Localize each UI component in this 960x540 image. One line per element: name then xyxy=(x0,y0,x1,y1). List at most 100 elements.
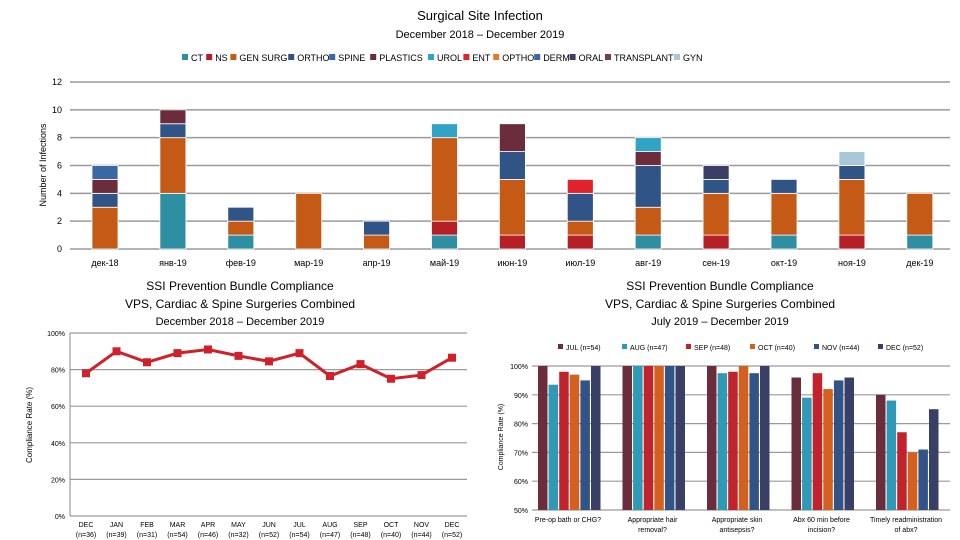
legend-label: NS xyxy=(215,53,228,63)
x-tick-label: (n=32) xyxy=(228,532,248,539)
x-tick-label: DEC xyxy=(445,522,460,529)
bar-segment xyxy=(91,206,119,250)
bar-segment xyxy=(431,137,458,222)
data-point xyxy=(448,353,456,362)
bar xyxy=(633,366,643,510)
x-tick-label: фев-19 xyxy=(226,258,256,268)
legend-label: UROL xyxy=(437,53,462,63)
x-tick-label: дек-18 xyxy=(91,258,118,268)
x-tick-label: of abx? xyxy=(895,527,918,534)
bar-segment xyxy=(498,123,526,152)
x-tick-label: Abx 60 min before xyxy=(793,517,850,524)
y-tick-label: 6 xyxy=(57,161,62,171)
chart-subtitle: VPS, Cardiac & Spine Surgeries Combined xyxy=(125,297,355,311)
legend-label: SPINE xyxy=(338,53,365,63)
data-point xyxy=(326,372,334,381)
bar xyxy=(760,366,770,510)
bar-segment xyxy=(363,220,391,236)
x-tick-label: июн-19 xyxy=(498,258,528,268)
y-axis-label: Number of Infections xyxy=(38,123,48,207)
bar-segment xyxy=(498,179,526,236)
legend-swatch xyxy=(288,54,295,60)
x-tick-label: FEB xyxy=(140,522,154,529)
x-tick-label: JUL xyxy=(293,522,306,529)
x-tick-label: incision? xyxy=(808,527,835,534)
bar xyxy=(664,366,675,510)
x-tick-label: янв-19 xyxy=(159,258,187,268)
x-tick-label: Appropriate hair xyxy=(628,517,678,524)
legend-swatch xyxy=(370,54,377,60)
x-tick-label: (n=52) xyxy=(442,532,462,539)
x-tick-label: MAY xyxy=(231,522,246,529)
legend-label: JUL (n=54) xyxy=(566,345,601,352)
legend-swatch xyxy=(493,54,500,60)
y-tick-label: 12 xyxy=(52,77,62,87)
y-tick-label: 100% xyxy=(510,364,528,371)
legend-label: NOV (n=44) xyxy=(822,345,860,352)
bar-segment xyxy=(566,220,594,236)
x-tick-label: antisepsis? xyxy=(719,527,754,534)
bar-segment xyxy=(838,165,866,180)
bar-segment xyxy=(838,151,866,166)
bar-segment xyxy=(91,165,119,180)
x-tick-label: сен-19 xyxy=(702,258,729,268)
legend-swatch xyxy=(622,344,627,349)
bar xyxy=(886,400,897,510)
legend-swatch xyxy=(182,54,188,60)
bar-segment xyxy=(634,234,662,250)
bar-segment xyxy=(634,137,662,152)
bar xyxy=(707,366,717,510)
x-tick-label: (n=47) xyxy=(320,532,340,539)
x-tick-label: JAN xyxy=(110,522,123,529)
legend-label: PLASTICS xyxy=(379,53,423,63)
bar xyxy=(728,371,738,510)
bar-segment xyxy=(566,234,594,250)
bar-segment xyxy=(906,234,934,250)
legend-label: TRANSPLANT xyxy=(614,53,674,63)
bar xyxy=(675,366,685,510)
legend-label: GEN SURG xyxy=(239,53,287,63)
bar-segment xyxy=(159,109,187,125)
bar-segment xyxy=(702,192,730,236)
y-axis-label: Compliance Rate (%) xyxy=(25,387,34,463)
y-axis-label: Compliance Rate (%) xyxy=(498,404,505,471)
legend-swatch xyxy=(463,54,470,60)
bar-segment xyxy=(838,179,866,236)
x-tick-label: ноя-19 xyxy=(838,258,866,268)
x-tick-label: Appropriate skin xyxy=(712,517,763,524)
bar-segment xyxy=(770,192,798,236)
y-tick-label: 60% xyxy=(51,404,65,411)
legend-label: CT xyxy=(191,53,203,63)
bar-segment xyxy=(906,192,934,236)
legend-label: ORTHO xyxy=(297,53,329,63)
x-tick-label: окт-19 xyxy=(771,258,797,268)
y-tick-label: 0% xyxy=(55,514,65,521)
x-tick-label: (n=40) xyxy=(381,532,401,539)
x-tick-label: (n=44) xyxy=(411,532,431,539)
bar-segment xyxy=(431,123,458,139)
bar xyxy=(929,409,939,510)
bar-segment xyxy=(770,179,798,194)
data-point xyxy=(173,349,182,358)
bar-segment xyxy=(702,165,730,180)
x-tick-label: Pre-op bath or CHG? xyxy=(535,517,601,524)
legend-swatch xyxy=(534,54,541,60)
x-tick-label: (n=31) xyxy=(137,532,157,539)
bar xyxy=(538,366,548,510)
legend-swatch xyxy=(569,54,576,60)
y-tick-label: 20% xyxy=(51,477,65,484)
chart-subtitle: VPS, Cardiac & Spine Surgeries Combined xyxy=(605,297,835,311)
data-point xyxy=(295,349,304,358)
data-point xyxy=(356,360,365,369)
x-tick-label: NOV xyxy=(414,522,430,529)
bar xyxy=(897,432,907,510)
chart-period: December 2018 – December 2019 xyxy=(156,316,325,328)
bar xyxy=(643,366,654,510)
x-tick-label: removal? xyxy=(638,527,667,534)
bar-segment xyxy=(566,192,594,222)
y-tick-label: 100% xyxy=(47,331,65,338)
bar-segment xyxy=(295,192,323,250)
x-tick-label: DEC xyxy=(79,522,94,529)
y-tick-label: 4 xyxy=(57,188,62,198)
